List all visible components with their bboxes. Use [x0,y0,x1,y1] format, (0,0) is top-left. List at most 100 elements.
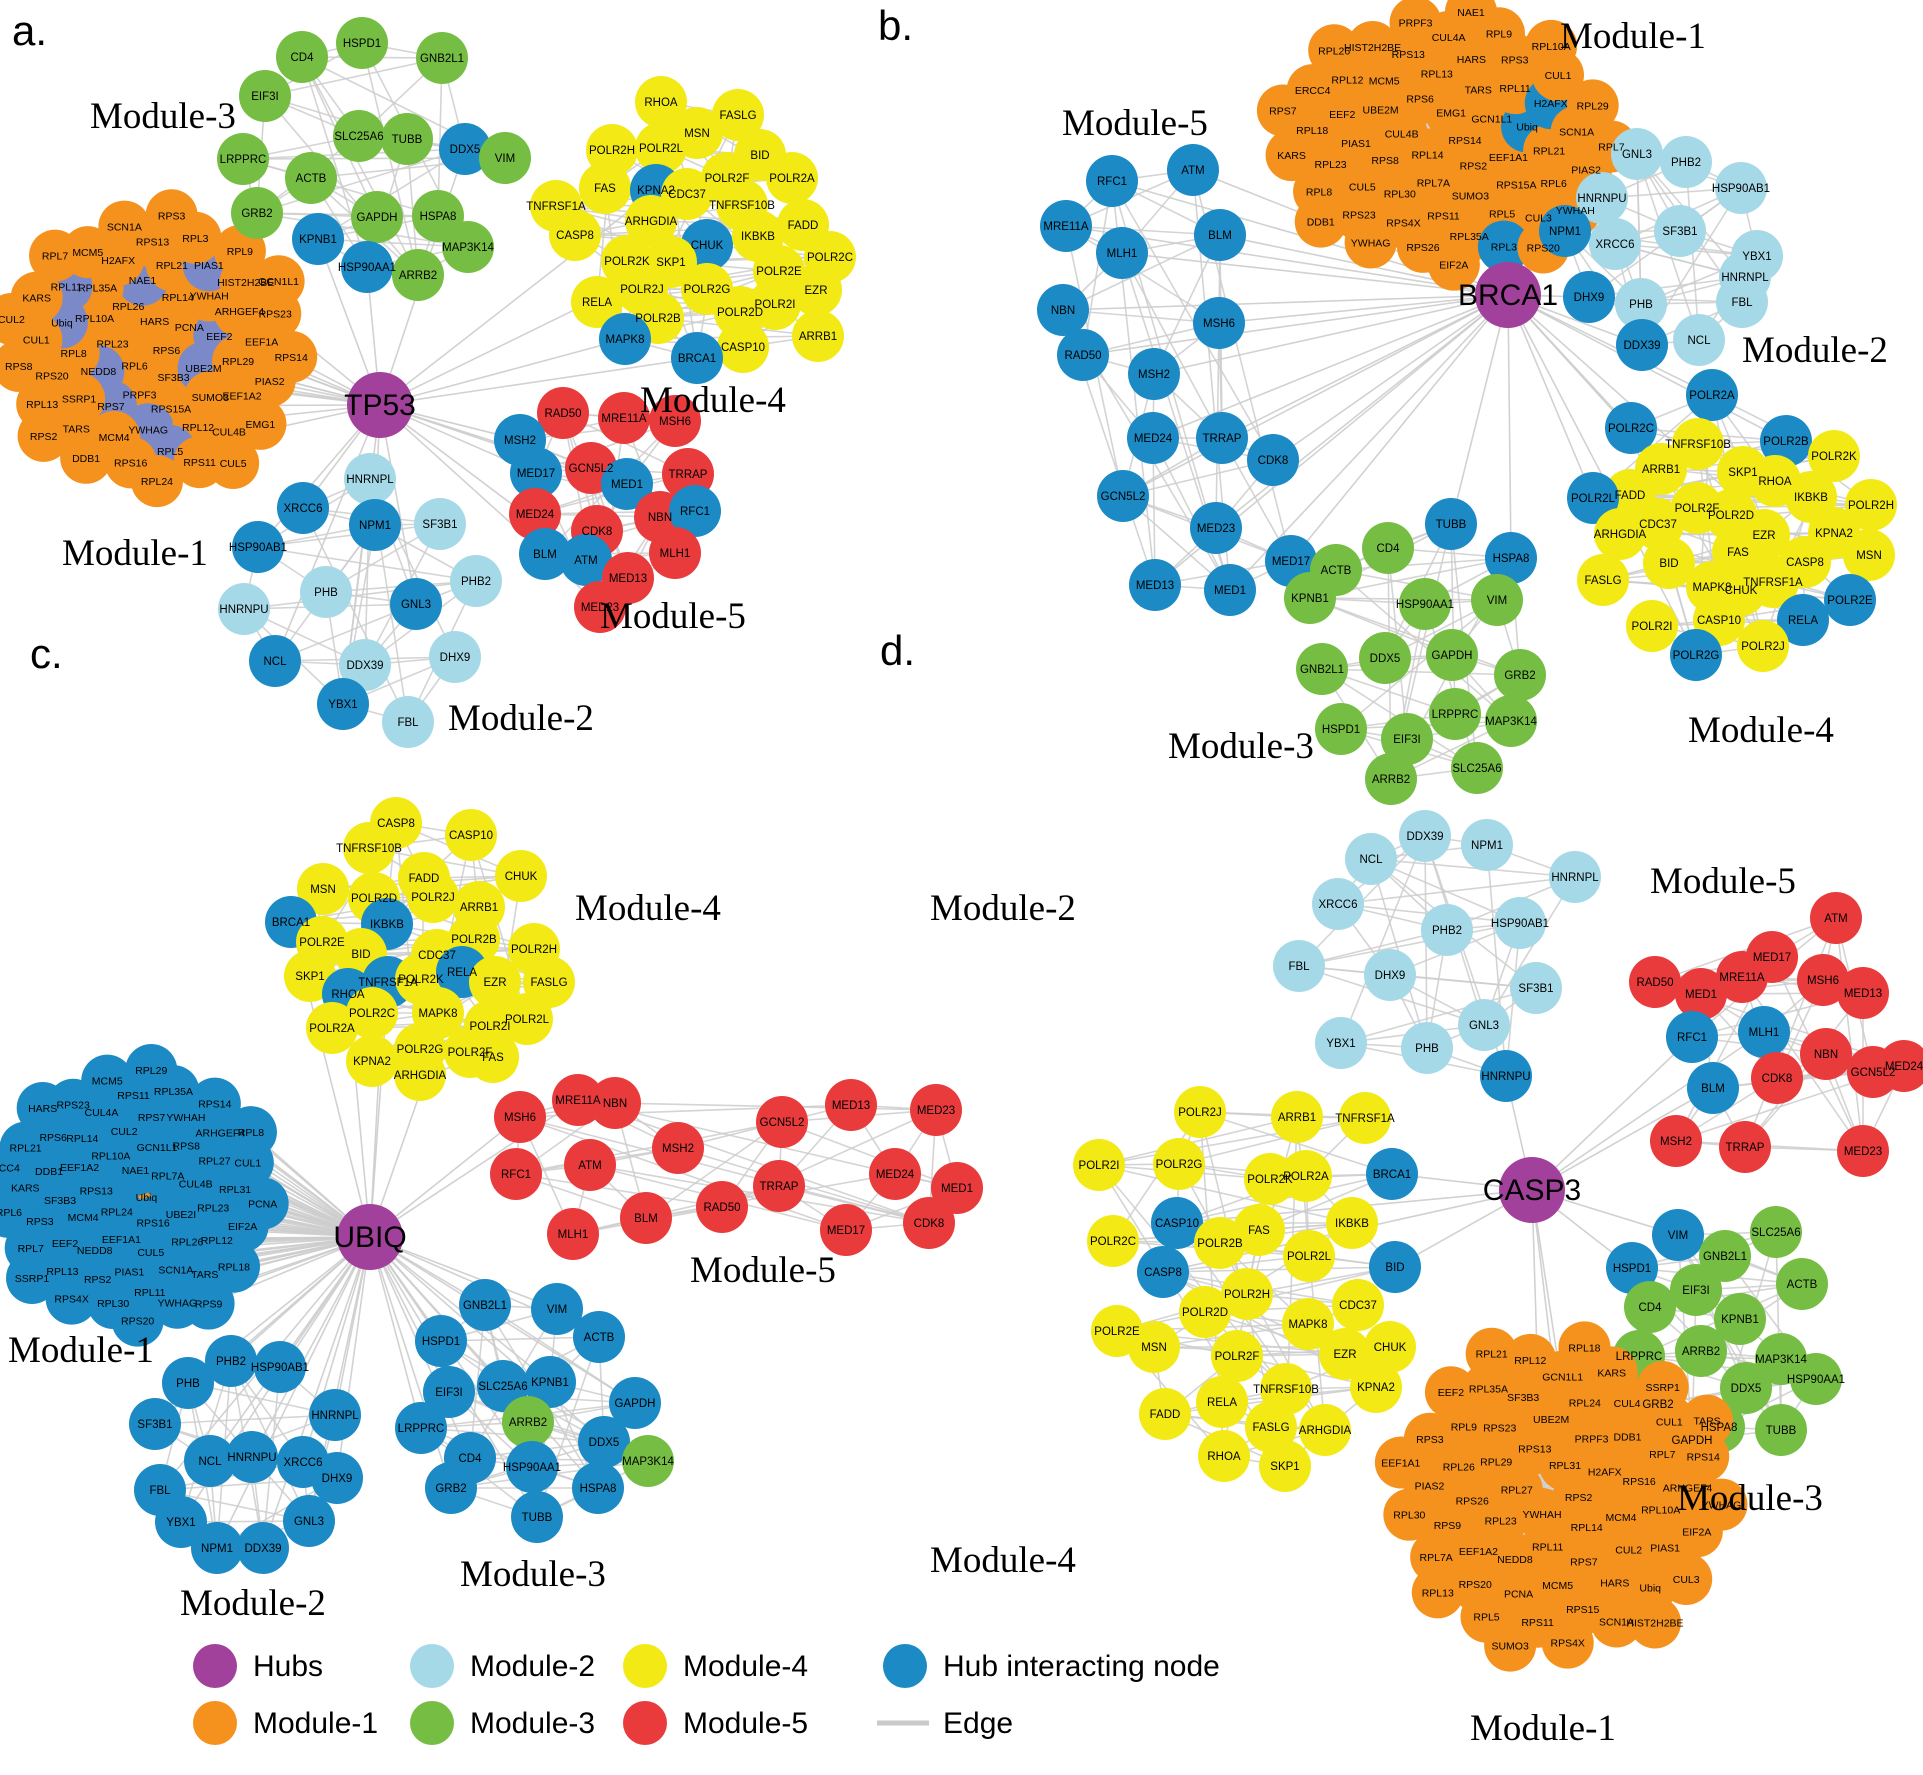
node-RELA[interactable] [1777,594,1829,646]
node-ATM[interactable] [1810,892,1862,944]
node-MSN[interactable] [1843,529,1895,581]
node-DDX39[interactable] [1616,319,1668,371]
node-RPL29[interactable] [1566,79,1619,132]
node-SSRP1[interactable] [6,1251,59,1304]
node-SUMO3[interactable] [1484,1619,1537,1672]
node-POLR2L[interactable] [1283,1230,1335,1282]
node-PHB2[interactable] [1421,904,1473,956]
node-NCL[interactable] [1345,833,1397,885]
node-DDX39[interactable] [237,1522,289,1574]
node-EZR[interactable] [469,956,521,1008]
node-MED23[interactable] [1190,502,1242,554]
node-CASP10[interactable] [1151,1197,1203,1249]
node-PHB[interactable] [1401,1022,1453,1074]
node-RELA[interactable] [571,276,623,328]
node-VIM[interactable] [479,132,531,184]
node-GRB2[interactable] [425,1462,477,1514]
node-ARRB2[interactable] [1365,753,1417,805]
node-ATM[interactable] [560,534,612,586]
node-POLR2E[interactable] [1824,574,1876,626]
node-FADD[interactable] [1139,1388,1191,1440]
node-HNRNPU[interactable] [226,1431,278,1483]
node-XRCC6[interactable] [277,482,329,534]
node-MSH2[interactable] [1650,1115,1702,1167]
node-DDX39[interactable] [1399,810,1451,862]
node-HSP90AA1[interactable] [341,241,393,293]
node-BRCA1[interactable] [671,332,723,384]
node-POLR2L[interactable] [501,993,553,1045]
node-GAPDH[interactable] [351,191,403,243]
node-POLR2A[interactable] [306,1002,358,1054]
node-POLR2A[interactable] [1686,369,1738,421]
node-HSPD1[interactable] [415,1315,467,1367]
node-CASP10[interactable] [445,809,497,861]
node-POLR2D[interactable] [1179,1286,1231,1338]
node-FBL[interactable] [382,696,434,748]
node-ARRB1[interactable] [792,310,844,362]
node-DDB1[interactable] [1294,195,1347,248]
node-RFC1[interactable] [490,1148,542,1200]
node-SF3B1[interactable] [129,1398,181,1450]
node-RAD50[interactable] [1057,329,1109,381]
node-NPM1[interactable] [1539,205,1591,257]
node-KARS[interactable] [1265,129,1318,182]
node-POLR2B[interactable] [1194,1217,1246,1269]
node-MAP3K14[interactable] [1485,695,1537,747]
hub-UBIQ[interactable] [337,1204,403,1270]
node-RELA[interactable] [1196,1376,1248,1428]
node-HARS[interactable] [16,1082,69,1135]
node-ARRB2[interactable] [1675,1325,1727,1377]
node-GNL3[interactable] [390,578,442,630]
node-TNFRSF10B[interactable] [343,822,395,874]
node-SF3B1[interactable] [1510,962,1562,1014]
node-FASLG[interactable] [712,89,764,141]
node-POLR2J[interactable] [1174,1086,1226,1138]
node-PRPF3[interactable] [1389,0,1442,49]
node-HNRNPU[interactable] [218,583,270,635]
node-RHOA[interactable] [635,76,687,128]
node-MED24[interactable] [1127,412,1179,464]
node-GNB2L1[interactable] [416,32,468,84]
node-YWHAG[interactable] [1695,1478,1748,1531]
node-CUL2[interactable] [0,292,38,345]
node-MSH6[interactable] [494,1091,546,1143]
node-EZR[interactable] [790,264,842,316]
node-EMG1[interactable] [234,397,287,450]
node-TNFRSF1A[interactable] [1747,556,1799,608]
node-SLC25A6[interactable] [1750,1206,1802,1258]
node-BID[interactable] [1369,1241,1421,1293]
node-HNRNPL[interactable] [1549,851,1601,903]
node-DDX39[interactable] [339,639,391,691]
node-POLR2A[interactable] [766,152,818,204]
node-RPL30[interactable] [1383,1488,1436,1541]
node-FBL[interactable] [1716,276,1768,328]
node-CD4[interactable] [276,31,328,83]
node-RAD50[interactable] [537,387,589,439]
node-TRRAP[interactable] [1719,1121,1771,1173]
node-RPS4X[interactable] [45,1272,98,1325]
node-GNL3[interactable] [1458,999,1510,1051]
hub-BRCA1[interactable] [1475,262,1541,328]
node-MRE11A[interactable] [1040,200,1092,252]
node-RPS3[interactable] [145,189,198,242]
node-NBN[interactable] [1800,1028,1852,1080]
node-CDC37[interactable] [1332,1279,1384,1331]
node-IKBKB[interactable] [1326,1197,1378,1249]
node-CHUK[interactable] [495,850,547,902]
node-HSP90AB1[interactable] [1494,897,1546,949]
node-POLR2H[interactable] [1221,1268,1273,1320]
node-RAD50[interactable] [1629,956,1681,1008]
node-DHX9[interactable] [1364,949,1416,1001]
node-DDX5[interactable] [439,123,491,175]
node-MCM5[interactable] [81,1054,134,1107]
node-RPL12[interactable] [1504,1333,1557,1386]
node-MLH1[interactable] [1096,227,1148,279]
node-MED13[interactable] [1129,559,1181,611]
node-POLR2G[interactable] [1153,1138,1205,1190]
node-MLH1[interactable] [547,1208,599,1260]
node-MED1[interactable] [601,458,653,510]
node-GCN5L2[interactable] [1097,470,1149,522]
node-NPM1[interactable] [349,499,401,551]
node-RPS14[interactable] [265,330,318,383]
node-BLM[interactable] [1194,209,1246,261]
